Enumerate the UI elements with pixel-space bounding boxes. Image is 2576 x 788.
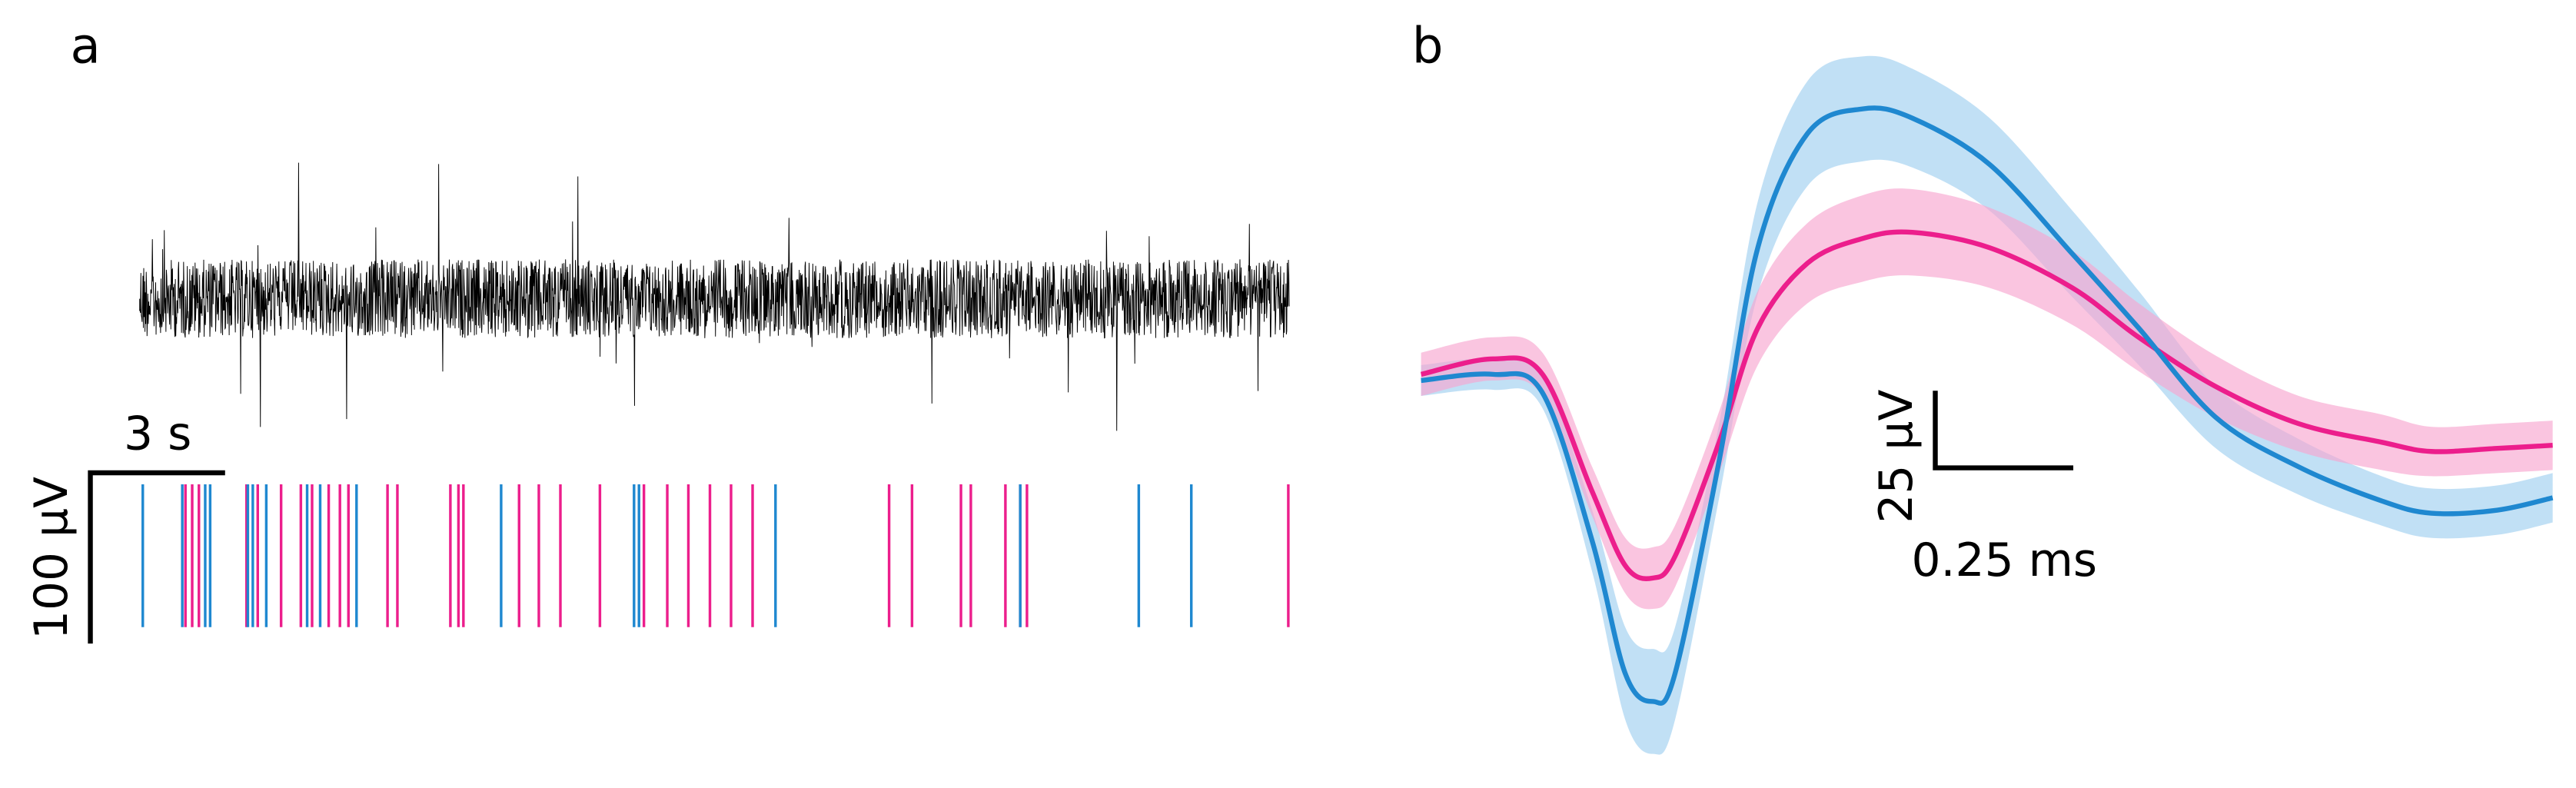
scale-label: 0.25 ms: [1911, 534, 2097, 587]
scale-label: 3 s: [124, 407, 191, 461]
error-band: [1421, 55, 2553, 755]
raster: [141, 484, 1290, 627]
panel-label: b: [1412, 18, 1444, 75]
scale-bar: [88, 470, 225, 644]
scale-label: 25 µV: [1870, 390, 1923, 524]
error-band: [1421, 188, 2553, 610]
trace-line: [139, 162, 1290, 431]
scale-label: 100 µV: [25, 477, 78, 640]
voltage-trace: [139, 162, 1290, 431]
mean-waveform: [1421, 105, 2554, 706]
waveforms: [1420, 55, 2554, 755]
scale-bar: [1933, 391, 2074, 470]
mean-waveform: [1420, 229, 2553, 582]
panel-label: a: [70, 18, 100, 75]
